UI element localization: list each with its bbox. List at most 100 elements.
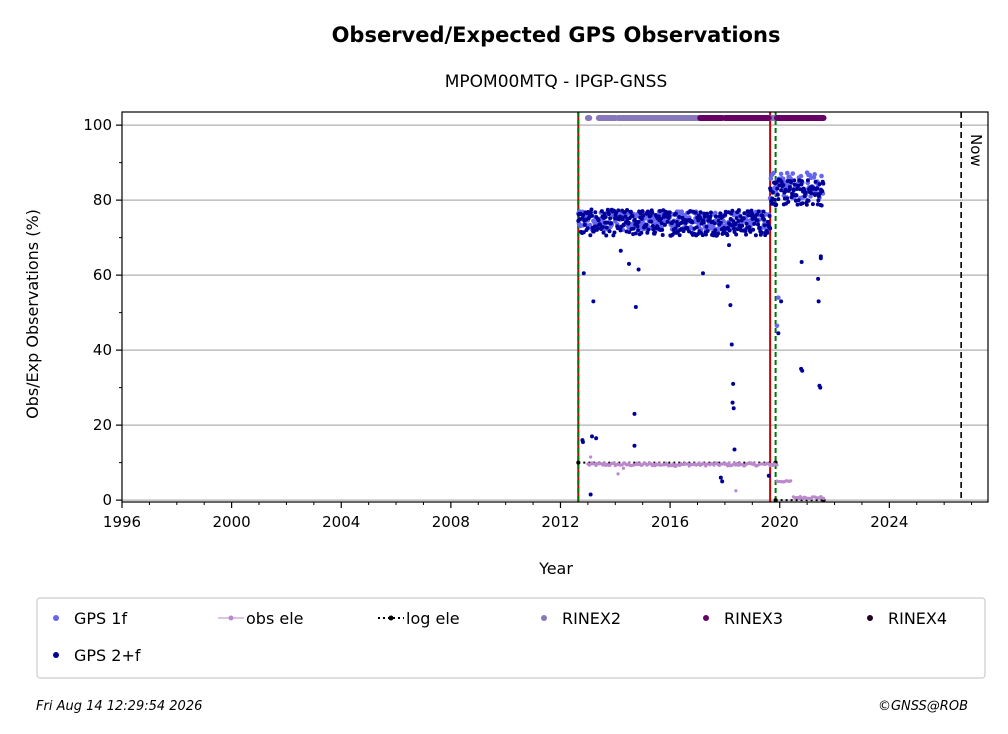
data-point: [768, 226, 773, 231]
legend-label: GPS 1f: [74, 609, 127, 628]
data-point: [808, 194, 813, 199]
data-point: [727, 228, 732, 233]
data-point: [773, 498, 778, 503]
legend-label: RINEX3: [724, 609, 783, 628]
data-point: [639, 216, 644, 221]
legend-marker: [388, 615, 394, 621]
data-point: [755, 218, 760, 223]
legend-label: GPS 2+f: [74, 646, 141, 665]
y-tick-label: 60: [93, 266, 112, 284]
data-point: [734, 489, 738, 493]
data-point: [775, 463, 779, 467]
legend-label: RINEX2: [562, 609, 621, 628]
data-point: [744, 232, 749, 237]
data-point: [646, 227, 651, 232]
data-point: [657, 208, 662, 213]
data-point: [759, 230, 764, 235]
x-tick-label: 2004: [322, 513, 360, 531]
data-point: [604, 225, 609, 230]
data-point: [761, 209, 766, 214]
data-point: [633, 305, 638, 309]
data-point: [646, 210, 651, 215]
y-axis-label: Obs/Exp Observations (%): [23, 209, 42, 419]
data-point: [716, 231, 721, 236]
data-point: [725, 284, 730, 289]
data-point: [819, 173, 824, 179]
data-point: [603, 214, 608, 219]
legend-marker: [703, 615, 709, 621]
data-point: [630, 214, 635, 219]
data-point: [673, 211, 678, 216]
data-point: [740, 223, 745, 228]
x-tick-label: 2000: [213, 513, 251, 531]
data-point: [806, 198, 811, 203]
data-point: [626, 261, 631, 266]
y-axis-ticks: 0 20 40 60 80 100: [83, 116, 122, 509]
data-point: [683, 220, 688, 225]
data-point: [588, 492, 593, 497]
data-point: [727, 461, 731, 465]
data-point: [627, 230, 632, 235]
data-point: [659, 221, 664, 226]
legend-item: GPS 2+f: [53, 646, 141, 665]
data-point: [609, 221, 614, 226]
data-point: [708, 214, 713, 219]
data-point: [799, 260, 804, 264]
data-point: [674, 219, 679, 224]
data-point: [650, 223, 655, 228]
data-point: [713, 214, 718, 219]
data-point: [679, 209, 685, 214]
data-point: [628, 209, 633, 214]
data-point: [636, 219, 641, 224]
data-point: [599, 209, 604, 214]
data-point: [665, 219, 670, 224]
data-point: [767, 214, 772, 219]
data-point: [607, 229, 612, 234]
data-point: [794, 186, 799, 191]
data-point: [776, 295, 781, 300]
gridlines: [122, 124, 988, 501]
data-point: [731, 406, 736, 411]
data-point: [765, 219, 770, 224]
data-point: [595, 226, 600, 231]
data-point: [685, 226, 690, 231]
data-point: [662, 222, 667, 227]
legend-label: RINEX4: [888, 609, 947, 628]
now-label: Now: [967, 134, 985, 167]
series-gps-2-f: [576, 177, 826, 497]
data-point: [618, 248, 623, 253]
data-point: [712, 221, 717, 226]
data-point: [776, 197, 781, 202]
data-point: [778, 171, 784, 177]
chart-subtitle: MPOM00MTQ - IPGP-GNSS: [445, 72, 668, 92]
footer-credit: ©GNSS@ROB: [878, 699, 968, 714]
data-point: [779, 188, 784, 193]
data-point: [816, 299, 821, 304]
data-point: [653, 230, 658, 235]
data-point: [756, 222, 761, 227]
data-point: [585, 226, 590, 231]
data-point: [809, 191, 814, 196]
data-point: [713, 210, 718, 216]
data-point: [591, 299, 596, 304]
data-point: [702, 214, 707, 219]
data-point: [731, 226, 736, 231]
data-point: [810, 202, 815, 207]
data-point: [779, 179, 784, 184]
data-point: [635, 224, 640, 229]
data-point: [819, 203, 824, 208]
data-point: [729, 342, 734, 347]
data-point: [660, 233, 665, 238]
data-point: [690, 220, 695, 225]
legend-item: RINEX3: [703, 609, 783, 628]
data-point: [718, 475, 723, 480]
data-point: [704, 232, 709, 237]
data-point: [781, 183, 786, 188]
data-point: [815, 186, 820, 191]
footer-timestamp: Fri Aug 14 12:29:54 2026: [36, 699, 202, 714]
data-point: [593, 210, 598, 215]
data-point: [748, 229, 753, 234]
data-point: [812, 172, 817, 177]
data-point: [785, 196, 790, 201]
data-point: [667, 213, 672, 218]
